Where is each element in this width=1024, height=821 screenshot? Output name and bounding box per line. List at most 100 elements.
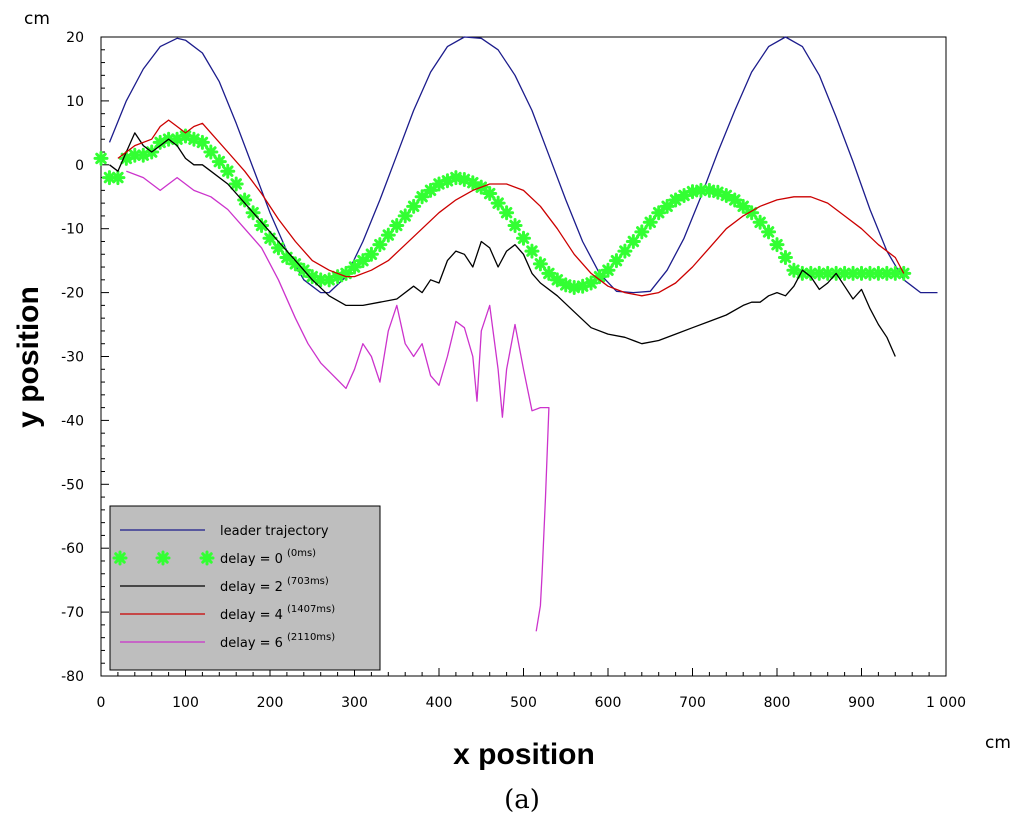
- series-leader-trajectory-line: [108, 36, 938, 294]
- data-point-star: [110, 170, 126, 186]
- legend-label-note: (0ms): [287, 548, 316, 559]
- data-point-star: [355, 253, 371, 269]
- data-point-star: [203, 144, 219, 160]
- legend-items: leader trajectory delay = 0 (0ms) delay = 2…: [112, 524, 335, 651]
- x-tick-label: 300: [341, 695, 368, 711]
- data-point-star: [93, 150, 109, 166]
- data-point-star: [769, 237, 785, 253]
- data-point-star: [600, 262, 616, 278]
- data-point-star: [524, 243, 540, 259]
- legend-item: delay = 6 (2110ms): [120, 632, 335, 651]
- legend-label-note: (1407ms): [287, 604, 335, 615]
- data-point-star: [718, 187, 734, 203]
- data-point-star: [651, 205, 667, 221]
- series-delay-6-line: [126, 170, 550, 632]
- data-point-star: [608, 253, 624, 269]
- legend-item: delay = 4 (1407ms): [120, 604, 335, 623]
- legend-box: [109, 505, 381, 671]
- y-axis-unit: cm: [24, 9, 50, 29]
- data-point-star: [541, 265, 557, 281]
- x-tick-label: 900: [848, 695, 875, 711]
- data-point-star: [659, 198, 675, 214]
- data-point-star: [397, 208, 413, 224]
- data-point-star: [761, 224, 777, 240]
- series-delay-4-line: [117, 119, 905, 297]
- legend-item: delay = 2 (703ms): [120, 576, 329, 595]
- data-point-star: [363, 246, 379, 262]
- legend-label: delay = 6: [220, 636, 283, 651]
- y-tick-label: -40: [61, 413, 84, 429]
- data-point-star: [347, 259, 362, 275]
- data-point-star: [406, 198, 422, 214]
- legend-label: delay = 0: [220, 552, 283, 567]
- series-delay-2-line: [109, 132, 896, 357]
- data-point-star: [845, 265, 861, 281]
- data-point-star: [896, 265, 912, 281]
- data-point-star: [693, 182, 709, 198]
- data-point-star: [516, 230, 531, 246]
- data-point-star: [254, 218, 270, 234]
- data-point-star: [414, 189, 430, 205]
- legend-label-note: (703ms): [287, 576, 329, 587]
- data-point-star: [854, 265, 869, 281]
- x-tick-label: 700: [679, 695, 706, 711]
- data-point-star: [617, 243, 633, 259]
- data-point-star: [811, 265, 827, 281]
- series-layer: [93, 36, 938, 632]
- data-point-star: [237, 192, 253, 208]
- data-point-star: [879, 265, 895, 281]
- y-tick-label: -60: [61, 541, 84, 557]
- y-tick-label: -30: [61, 350, 84, 366]
- y-tick-label: -10: [61, 222, 84, 238]
- x-tick-label: 600: [595, 695, 622, 711]
- data-point-star: [727, 192, 743, 208]
- y-tick-label: -80: [61, 669, 84, 685]
- data-point-star: [507, 218, 523, 234]
- data-point-star: [634, 224, 650, 240]
- data-point-star: [777, 249, 793, 265]
- data-point-star: [228, 176, 244, 192]
- data-point-star: [642, 214, 658, 230]
- y-tick-label: -50: [61, 477, 84, 493]
- y-tick-label: 0: [75, 158, 84, 174]
- legend-item: leader trajectory: [120, 524, 329, 539]
- legend-label-note: (2110ms): [287, 632, 335, 643]
- y-tick-label: -20: [61, 286, 84, 302]
- legend-label: delay = 2: [220, 580, 283, 595]
- legend-label: delay = 4: [220, 608, 283, 623]
- figure-caption: (a): [504, 785, 540, 815]
- axis-ticks: 0 100 200 300 400 500 600 700 800 900 1 00020100-1…: [61, 30, 966, 711]
- y-tick-label: -70: [61, 605, 84, 621]
- x-tick-label: 400: [426, 695, 453, 711]
- series-delay-0: [93, 128, 912, 295]
- data-point-star: [887, 265, 903, 281]
- data-point-star: [220, 163, 236, 179]
- x-tick-label: 1 000: [926, 695, 966, 711]
- data-point-star: [735, 198, 751, 214]
- y-tick-label: 20: [66, 30, 84, 46]
- x-tick-label: 0: [97, 695, 106, 711]
- data-point-star: [752, 214, 768, 230]
- legend-item: delay = 0 (0ms): [112, 548, 316, 567]
- data-point-star: [592, 269, 608, 285]
- x-axis-title: x position: [453, 738, 595, 771]
- x-axis-unit: cm: [985, 733, 1011, 753]
- data-point-star: [499, 205, 515, 221]
- legend-marker-star: [199, 550, 215, 566]
- data-point-star: [583, 275, 599, 291]
- data-point-star: [372, 237, 388, 253]
- x-tick-label: 200: [257, 695, 284, 711]
- x-tick-label: 800: [764, 695, 791, 711]
- data-point-star: [625, 233, 641, 249]
- legend-marker-star: [155, 550, 171, 566]
- legend: leader trajectory delay = 0 (0ms) delay = 2…: [109, 505, 381, 671]
- data-point-star: [380, 227, 396, 243]
- data-point-star: [389, 218, 405, 234]
- x-tick-label: 500: [510, 695, 537, 711]
- legend-label: leader trajectory: [220, 524, 329, 539]
- data-point-star: [423, 182, 439, 198]
- data-point-star: [194, 134, 210, 150]
- x-tick-label: 100: [172, 695, 199, 711]
- data-point-star: [482, 186, 498, 202]
